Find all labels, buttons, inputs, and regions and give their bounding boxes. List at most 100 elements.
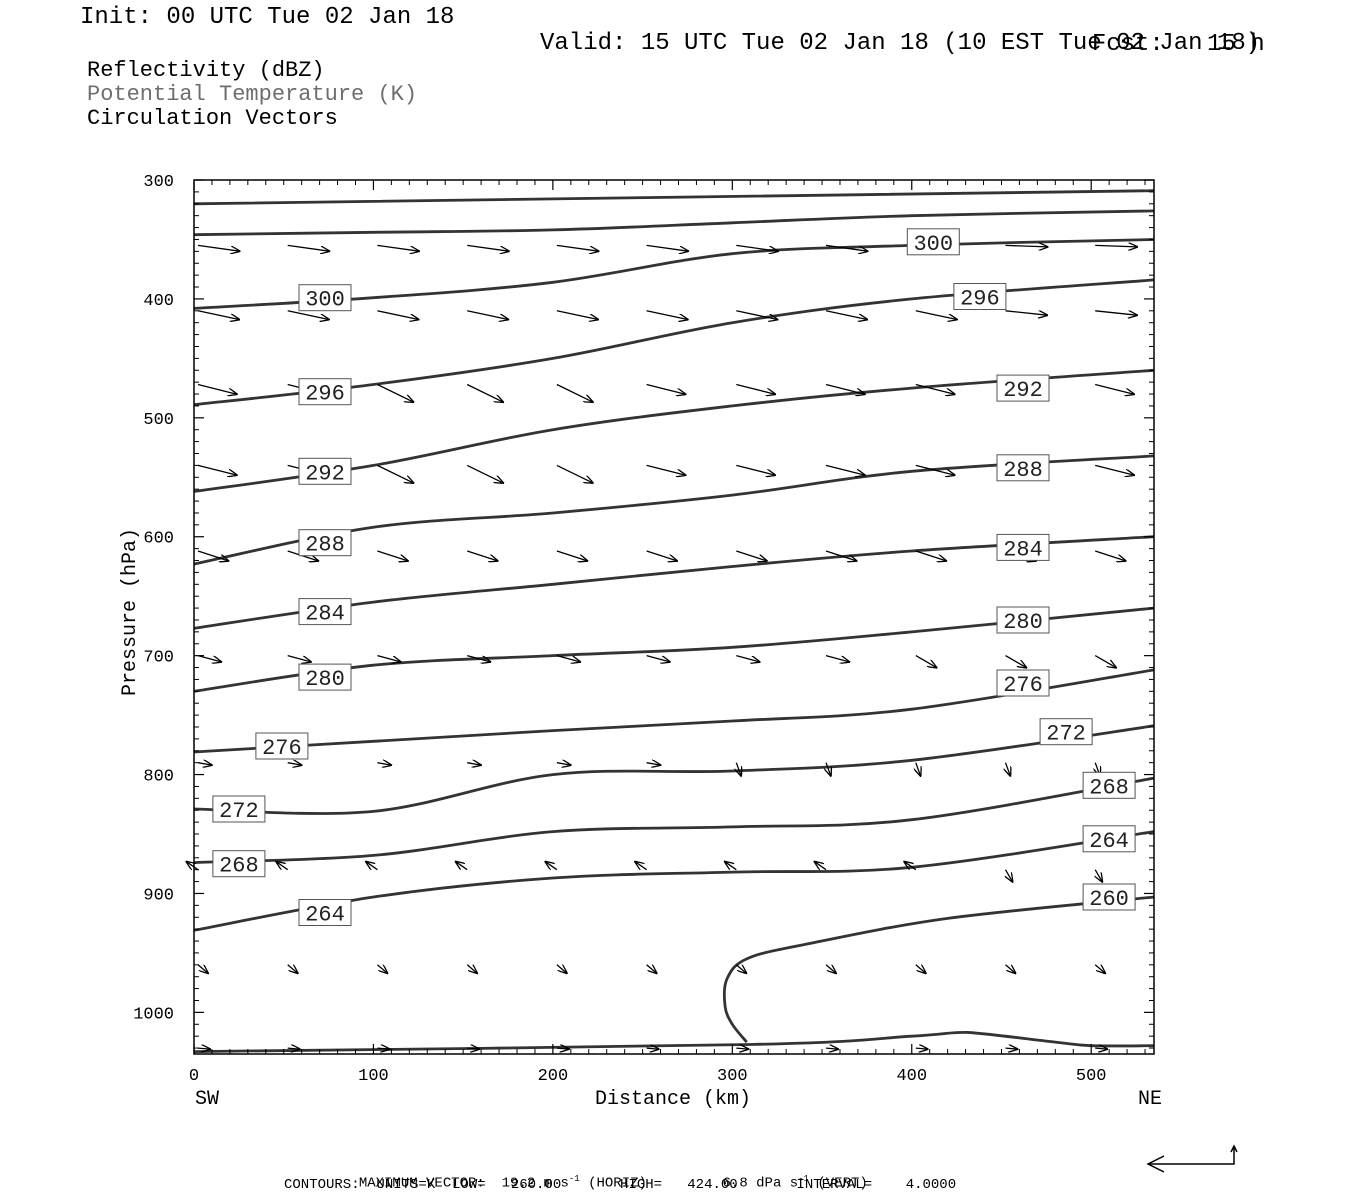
circulation-vector — [466, 464, 503, 483]
circulation-vector — [825, 464, 865, 475]
circulation-vector — [556, 310, 598, 320]
max-vector-label: MAXIMUM VECTOR: — [358, 1175, 485, 1192]
svg-text:284: 284 — [1003, 537, 1043, 562]
circulation-vector — [467, 763, 481, 765]
contour-label-280: 280 — [298, 663, 352, 692]
circulation-vector — [1095, 464, 1134, 475]
circulation-vector — [915, 550, 946, 561]
circulation-vector — [825, 310, 867, 320]
y-tick-label: 700 — [143, 649, 174, 668]
contour-label-268: 268 — [1082, 771, 1136, 800]
circulation-vector — [366, 862, 378, 871]
circulation-vector — [736, 1048, 748, 1049]
circulation-vector — [377, 1048, 389, 1049]
circulation-vector — [466, 964, 477, 973]
circulation-vector — [1094, 655, 1116, 668]
circulation-vector — [1006, 869, 1013, 882]
horiz-tag: (HORIZ) — [588, 1175, 647, 1192]
y-tick-label: 800 — [143, 768, 174, 787]
circulation-vector — [377, 550, 408, 561]
circulation-vector — [545, 862, 558, 871]
legend-reflectivity: Reflectivity (dBZ) — [87, 58, 325, 83]
forecast-label: Fcst: — [1091, 31, 1164, 58]
x-tick-label: 500 — [1076, 1067, 1107, 1086]
contour-line-288 — [193, 454, 1155, 566]
y-axis-label: Pressure (hPa) — [119, 528, 142, 696]
circulation-vector — [467, 244, 509, 251]
svg-text:284: 284 — [305, 602, 345, 627]
contour-line-256 — [193, 1030, 1155, 1053]
circulation-vector — [287, 763, 302, 765]
svg-text:300: 300 — [305, 288, 345, 313]
circulation-vector — [736, 464, 775, 475]
circulation-vector — [377, 464, 413, 483]
circulation-vector — [1095, 310, 1137, 315]
circulation-vector — [1005, 245, 1048, 247]
y-tick-label: 1000 — [133, 1005, 174, 1024]
svg-text:272: 272 — [219, 799, 259, 824]
svg-text:288: 288 — [305, 533, 345, 558]
circulation-vector — [376, 964, 387, 973]
circulation-vector — [197, 654, 221, 662]
contour-line-264 — [193, 830, 1155, 932]
circulation-vector — [197, 964, 208, 973]
y-tick-label: 900 — [143, 886, 174, 905]
circulation-vector — [556, 654, 580, 662]
contour-label-300: 300 — [298, 284, 352, 313]
svg-text:296: 296 — [960, 287, 1000, 312]
circulation-vector — [276, 862, 289, 871]
forecast-value: 15 h — [1207, 31, 1265, 58]
svg-text:300: 300 — [913, 232, 953, 257]
circulation-vector — [1095, 1048, 1107, 1049]
contour-label-272: 272 — [1039, 718, 1093, 747]
valid-time: Valid: 15 UTC Tue 02 Jan 18 (10 EST Tue … — [540, 30, 1261, 57]
circulation-vector — [915, 1048, 928, 1049]
circulation-vector — [556, 1048, 569, 1049]
circulation-vector — [187, 862, 199, 871]
reference-vector-icon — [1146, 1144, 1238, 1173]
circulation-vector — [287, 964, 298, 973]
legend-circulation-vectors: Circulation Vectors — [87, 106, 338, 131]
circulation-vector — [736, 310, 777, 320]
circulation-vector — [915, 964, 926, 973]
circulation-vector — [646, 964, 657, 973]
contour-line-268 — [193, 776, 1155, 864]
circulation-vector — [377, 654, 400, 662]
contour-label-300: 300 — [906, 228, 960, 257]
circulation-vector — [556, 244, 599, 251]
contour-label-288: 288 — [298, 529, 352, 558]
y-tick-label: 500 — [143, 411, 174, 430]
circulation-vector — [1005, 1048, 1018, 1049]
svg-text:260: 260 — [1089, 887, 1129, 912]
contour-line-260 — [722, 895, 1155, 1043]
contour-layer — [193, 189, 1155, 1053]
circulation-vector — [467, 310, 508, 320]
circulation-vector — [915, 310, 957, 320]
circulation-vector — [725, 862, 737, 871]
circulation-vector — [556, 550, 587, 561]
contour-line-320 — [193, 189, 1155, 206]
axes-layer: 0 100 200 300 400 500 300 400 500 600 700 800 900 100… — [133, 173, 1154, 1086]
y-tick-label: 300 — [143, 173, 174, 192]
max-vector-vert: 6.8 dPa s — [722, 1175, 799, 1192]
contour-label-layer: 3003002962962922922882882842842802802762… — [212, 228, 1136, 928]
x-axis-label: Distance (km) — [595, 1088, 751, 1111]
svg-text:268: 268 — [219, 854, 259, 879]
svg-text:272: 272 — [1046, 722, 1086, 747]
circulation-vector — [287, 244, 330, 251]
circulation-vector — [826, 762, 831, 776]
circulation-vector — [1095, 869, 1102, 882]
svg-text:280: 280 — [305, 667, 345, 692]
x-tick-label: 100 — [358, 1067, 389, 1086]
circulation-vector — [287, 310, 329, 320]
circulation-vector — [735, 964, 746, 973]
x-tick-label: 0 — [189, 1067, 199, 1086]
contour-line-300 — [193, 238, 1155, 310]
circulation-vector — [197, 383, 237, 395]
circulation-vector — [556, 964, 567, 973]
circulation-vector — [646, 464, 686, 475]
vector-layer — [187, 245, 1138, 1049]
circulation-vector — [736, 762, 741, 776]
circulation-vector — [377, 310, 418, 320]
